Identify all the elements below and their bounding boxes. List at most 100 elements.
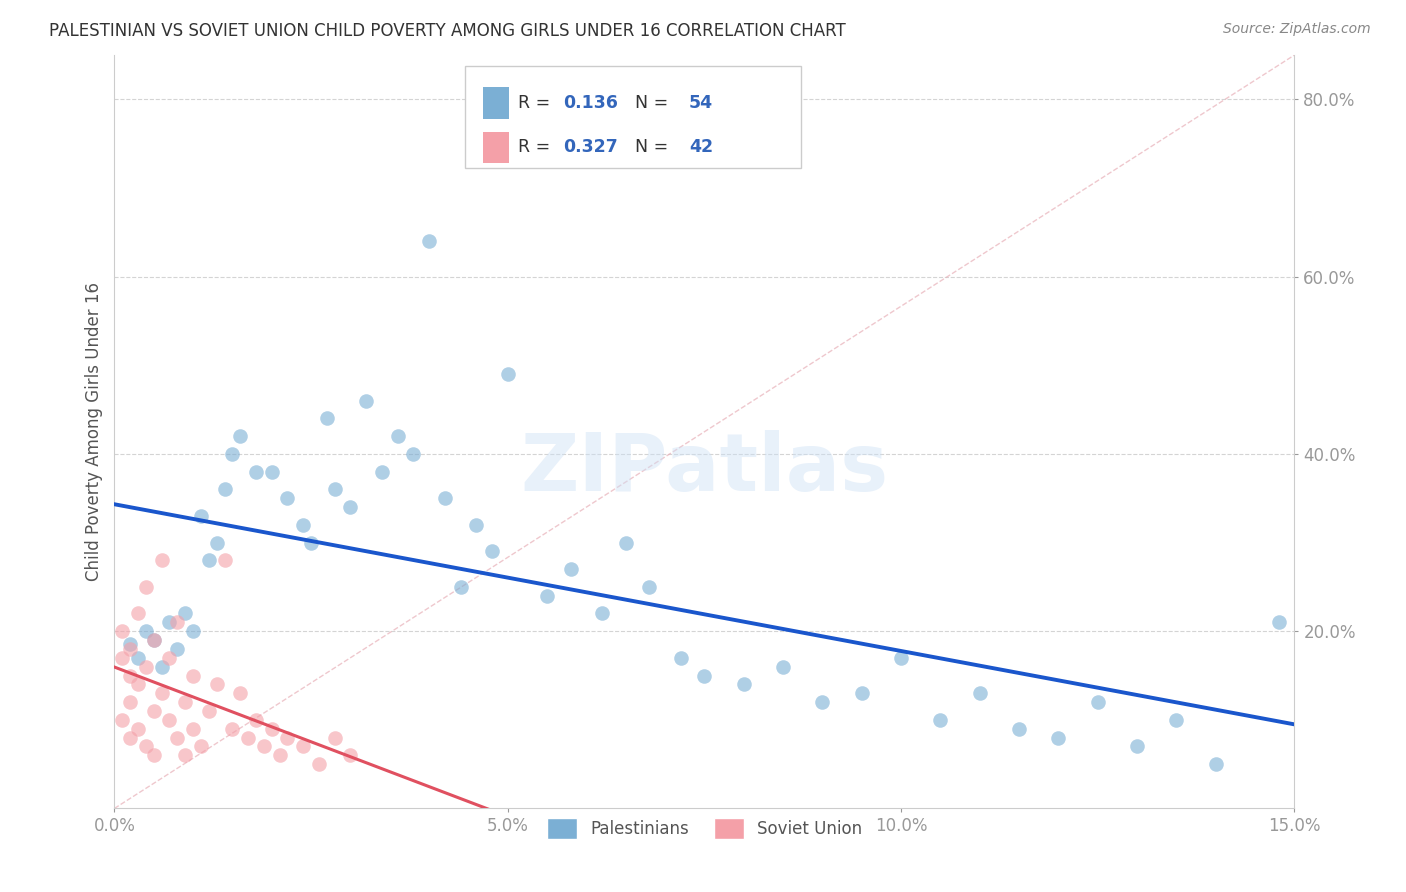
Point <box>269 748 291 763</box>
Point <box>1267 615 1289 630</box>
Point <box>693 668 716 682</box>
Point <box>205 677 228 691</box>
Point <box>1047 731 1070 745</box>
Point <box>111 650 134 665</box>
Point <box>292 739 315 754</box>
Point <box>323 483 346 497</box>
Point <box>214 483 236 497</box>
Point <box>221 722 243 736</box>
Point <box>135 659 157 673</box>
Point <box>890 650 912 665</box>
Point <box>1126 739 1149 754</box>
Text: 0.327: 0.327 <box>562 138 617 156</box>
Point <box>733 677 755 691</box>
Point <box>276 731 298 745</box>
Text: R =: R = <box>517 95 555 112</box>
Point <box>127 607 149 621</box>
Point <box>166 641 188 656</box>
Point <box>772 659 794 673</box>
Point <box>198 553 221 567</box>
FancyBboxPatch shape <box>465 66 801 168</box>
Point <box>150 686 173 700</box>
Point <box>591 607 613 621</box>
Point <box>560 562 582 576</box>
Point <box>190 508 212 523</box>
Point <box>150 553 173 567</box>
Point <box>111 624 134 639</box>
Point <box>418 234 440 248</box>
Point <box>245 713 267 727</box>
Point <box>174 748 197 763</box>
FancyBboxPatch shape <box>482 87 509 119</box>
Point <box>536 589 558 603</box>
Point <box>181 668 204 682</box>
Point <box>181 624 204 639</box>
Point <box>371 465 394 479</box>
Text: Source: ZipAtlas.com: Source: ZipAtlas.com <box>1223 22 1371 37</box>
Point <box>299 535 322 549</box>
Point <box>339 500 361 515</box>
Point <box>308 757 330 772</box>
Point <box>260 722 283 736</box>
FancyBboxPatch shape <box>482 132 509 163</box>
Point <box>159 713 181 727</box>
Point <box>142 633 165 648</box>
Point <box>969 686 991 700</box>
Point <box>323 731 346 745</box>
Point <box>1166 713 1188 727</box>
Point <box>127 722 149 736</box>
Point <box>402 447 425 461</box>
Point <box>181 722 204 736</box>
Point <box>142 704 165 718</box>
Point <box>120 641 142 656</box>
Point <box>236 731 259 745</box>
Point <box>142 633 165 648</box>
Text: R =: R = <box>517 138 555 156</box>
Point <box>481 544 503 558</box>
Text: ZIPatlas: ZIPatlas <box>520 431 889 508</box>
Point <box>292 517 315 532</box>
Point <box>450 580 472 594</box>
Text: N =: N = <box>624 95 673 112</box>
Point <box>120 638 142 652</box>
Point <box>245 465 267 479</box>
Point <box>166 731 188 745</box>
Point <box>159 615 181 630</box>
Text: 54: 54 <box>689 95 713 112</box>
Point <box>276 491 298 506</box>
Point <box>260 465 283 479</box>
Point <box>638 580 661 594</box>
Point <box>253 739 276 754</box>
Point <box>174 695 197 709</box>
Point <box>354 393 377 408</box>
Point <box>669 650 692 665</box>
Point <box>135 624 157 639</box>
Point <box>198 704 221 718</box>
Point <box>229 686 252 700</box>
Point <box>120 731 142 745</box>
Point <box>120 695 142 709</box>
Point <box>166 615 188 630</box>
Point <box>433 491 456 506</box>
Point <box>221 447 243 461</box>
Point <box>120 668 142 682</box>
Text: PALESTINIAN VS SOVIET UNION CHILD POVERTY AMONG GIRLS UNDER 16 CORRELATION CHART: PALESTINIAN VS SOVIET UNION CHILD POVERT… <box>49 22 846 40</box>
Point <box>229 429 252 443</box>
Point <box>174 607 197 621</box>
Point <box>851 686 873 700</box>
Legend: Palestinians, Soviet Union: Palestinians, Soviet Union <box>540 812 869 846</box>
Point <box>1008 722 1031 736</box>
Point <box>614 535 637 549</box>
Point <box>127 677 149 691</box>
Point <box>929 713 952 727</box>
Point <box>127 650 149 665</box>
Y-axis label: Child Poverty Among Girls Under 16: Child Poverty Among Girls Under 16 <box>86 282 103 582</box>
Point <box>190 739 212 754</box>
Point <box>465 517 488 532</box>
Point <box>214 553 236 567</box>
Text: 42: 42 <box>689 138 713 156</box>
Point <box>205 535 228 549</box>
Point <box>150 659 173 673</box>
Point <box>496 367 519 381</box>
Point <box>142 748 165 763</box>
